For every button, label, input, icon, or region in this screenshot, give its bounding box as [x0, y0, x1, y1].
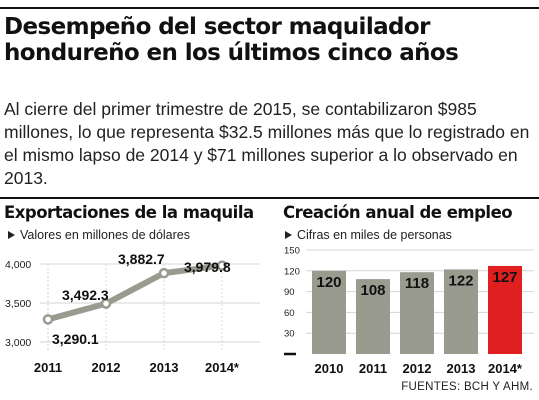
x-tick-label: 2014* — [205, 360, 240, 375]
section-rule — [0, 197, 539, 199]
employment-bar-chart: 30 60 90 120 150 120 2010 108 2011 118 2012 122 2013… — [284, 246, 534, 376]
bar-value-label: 120 — [316, 274, 341, 291]
employment-chart-subtitle: Cifras en miles de personas — [285, 228, 452, 242]
employment-subtitle-text: Cifras en miles de personas — [297, 228, 452, 242]
x-tick-label: 2012 — [403, 361, 432, 376]
x-tick-label: 2011 — [359, 361, 387, 376]
bar — [444, 269, 478, 354]
bar — [400, 272, 434, 354]
x-tick-label: 2010 — [315, 361, 344, 376]
y-tick-label: 3,000 — [5, 337, 31, 349]
y-tick-label: 120 — [284, 266, 300, 277]
exports-chart-subtitle: Valores en millones de dólares — [8, 228, 190, 242]
x-tick-label: 2013 — [447, 361, 476, 376]
data-point — [42, 314, 54, 325]
bar-value-label: 108 — [360, 282, 385, 299]
y-tick-label: 30 — [284, 329, 295, 340]
bar-value-label: 127 — [492, 269, 517, 286]
data-label: 3,882.7 — [118, 251, 165, 267]
data-label: 3,290.1 — [52, 331, 99, 347]
data-label: 3,979.8 — [184, 259, 231, 275]
y-tick-label: 60 — [284, 308, 295, 319]
triangle-bullet-icon — [285, 231, 292, 239]
triangle-bullet-icon — [8, 231, 15, 239]
exports-chart-title: Exportaciones de la maquila — [4, 203, 254, 222]
y-tick-label: 3,500 — [5, 298, 31, 310]
data-point — [158, 267, 170, 279]
x-tick-label: 2013 — [150, 360, 179, 375]
data-point — [216, 260, 228, 271]
x-tick-label: 2012 — [92, 360, 121, 375]
source-note: FUENTES: BCH Y AHM. — [401, 381, 533, 393]
headline-title-line2: hondureño en los últimos cinco años — [4, 40, 459, 66]
headline-lead: Al cierre del primer trimestre de 2015, … — [4, 99, 530, 188]
bar-value-label: 118 — [405, 275, 429, 292]
data-label: 3,492.3 — [62, 287, 109, 303]
employment-chart-title: Creación anual de empleo — [283, 203, 513, 222]
top-rule — [0, 7, 539, 9]
x-tick-label: 2011 — [34, 360, 62, 375]
y-tick-label: 4,000 — [5, 259, 31, 271]
series-line — [45, 262, 225, 323]
y-tick-label: 90 — [284, 287, 295, 298]
exports-line-chart: 3,000 3,500 4,000 3,290.1 3,492.3 3,882.7 3,97… — [5, 251, 260, 375]
data-point — [100, 298, 112, 309]
headline-title: Desempeño del sector maquilador hondureñ… — [4, 14, 534, 66]
exports-subtitle-text: Valores en millones de dólares — [20, 228, 191, 242]
bar — [488, 265, 522, 354]
bar — [312, 270, 346, 354]
bar — [356, 279, 390, 354]
y-tick-label: 150 — [284, 246, 300, 257]
x-tick-label: 2014* — [488, 361, 523, 376]
headline-title-line1: Desempeño del sector maquilador — [4, 14, 430, 40]
bar-value-label: 122 — [448, 272, 473, 289]
